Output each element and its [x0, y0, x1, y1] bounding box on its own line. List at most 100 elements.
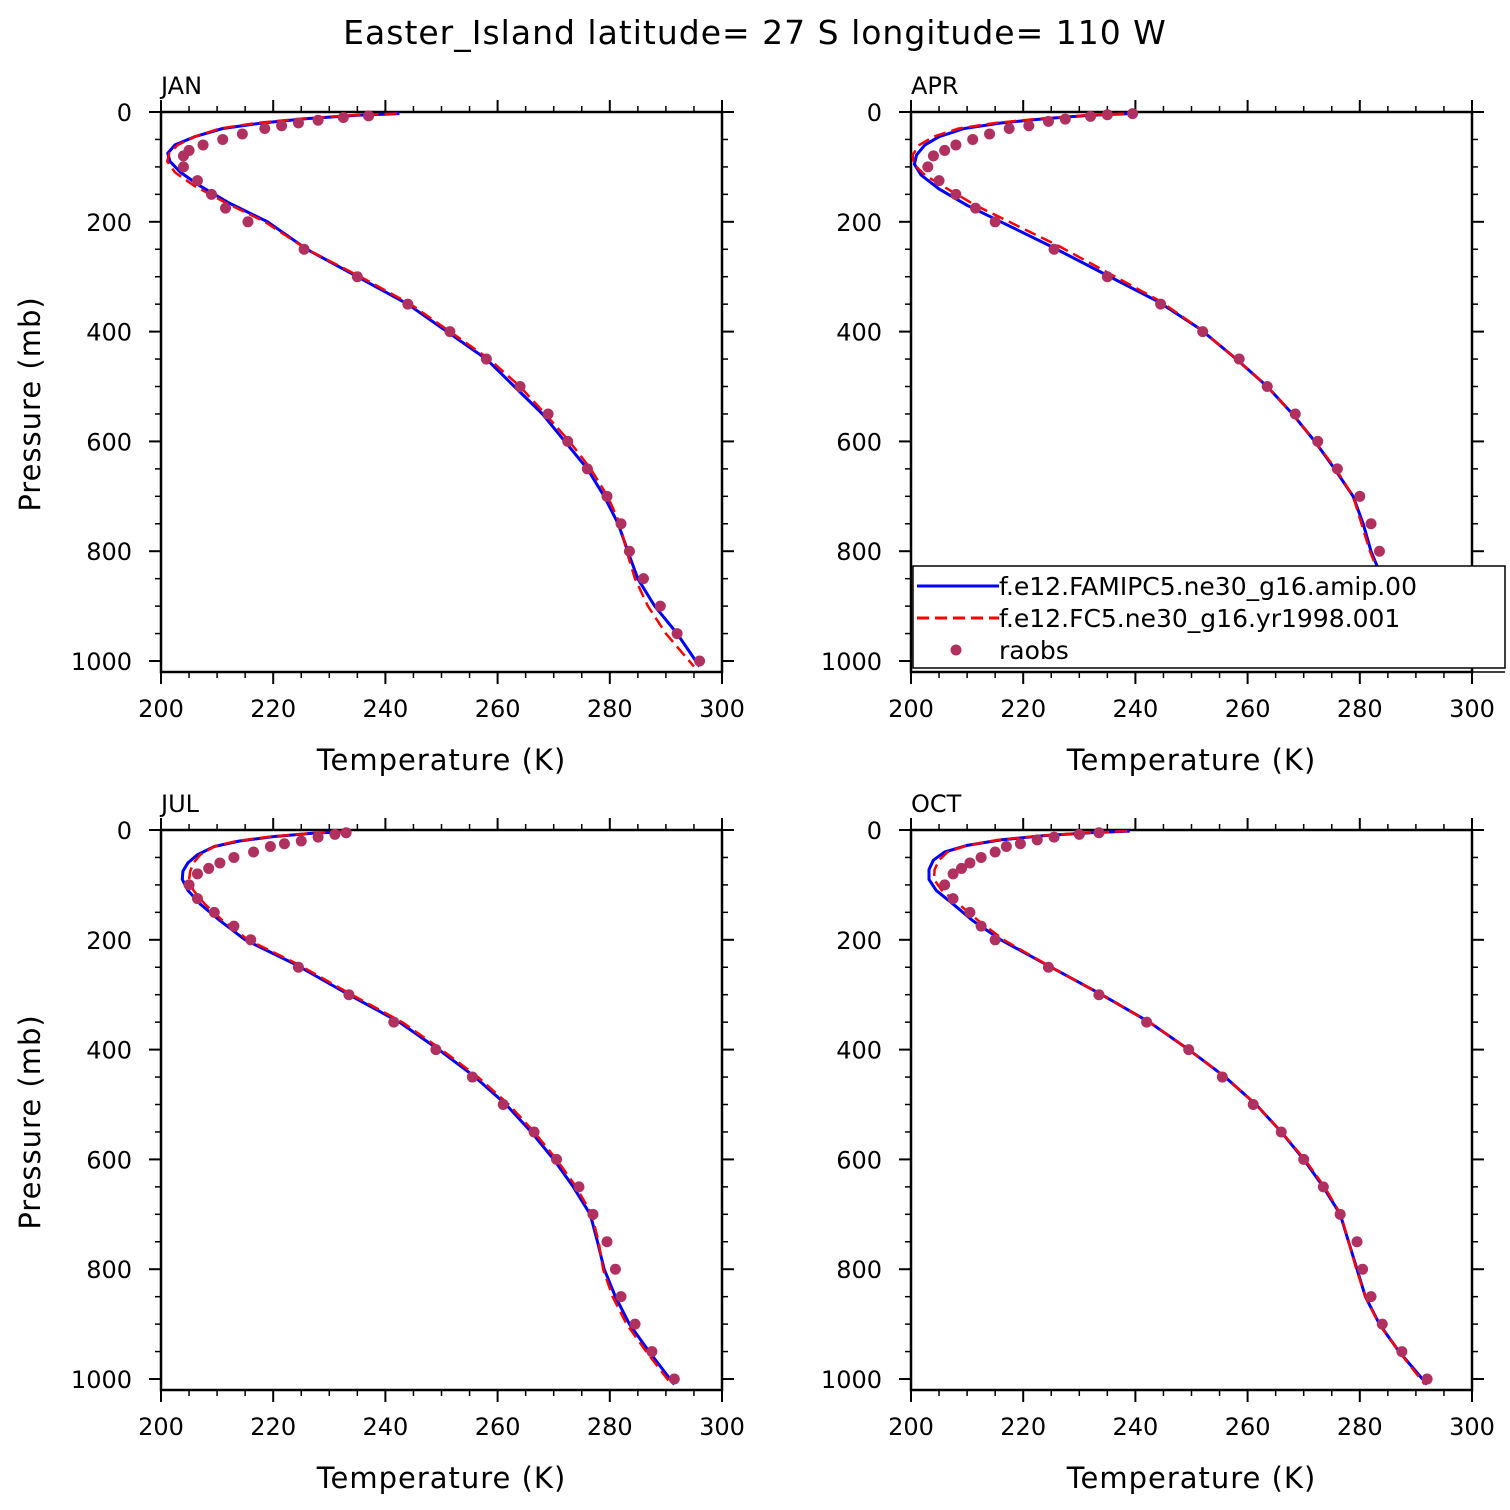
y-tick-label: 800	[86, 538, 132, 566]
raobs-point	[1127, 108, 1139, 120]
x-axis-title: Temperature (K)	[316, 1461, 567, 1495]
series-solid	[180, 830, 676, 1386]
raobs-point	[1298, 1153, 1310, 1165]
raobs-point	[1023, 120, 1035, 132]
raobs-point	[1365, 518, 1377, 530]
y-tick-label: 400	[836, 1037, 882, 1065]
raobs-point	[1216, 1071, 1228, 1083]
raobs-point	[1289, 408, 1301, 420]
raobs-point	[601, 490, 613, 502]
series-marker	[177, 110, 706, 667]
raobs-point	[292, 117, 304, 129]
raobs-point	[964, 906, 976, 918]
raobs-point	[177, 161, 189, 173]
y-tick-label: 800	[86, 1256, 132, 1284]
y-tick-label: 600	[86, 428, 132, 456]
raobs-point	[1048, 243, 1060, 255]
raobs-point	[214, 857, 226, 869]
raobs-point	[1031, 834, 1043, 846]
y-tick-label: 600	[86, 1146, 132, 1174]
plot-frame	[159, 110, 724, 674]
y-tick-label: 200	[836, 209, 882, 237]
raobs-point	[191, 868, 203, 880]
raobs-point	[217, 133, 229, 145]
legend-label: raobs	[999, 636, 1069, 665]
raobs-point	[1376, 1318, 1388, 1330]
panel-jan: JAN 200 220 240 260 280 300 0 200 400 600 800 1000 Te…	[13, 72, 745, 777]
x-tick-label: 240	[362, 695, 408, 723]
y-tick-label: 0	[867, 817, 882, 845]
panel-apr: APR 200 220 240 260 280 300 0 200 400 600 800 1000 Te…	[821, 72, 1495, 777]
x-tick-label: 260	[1225, 1413, 1271, 1441]
panel-label: OCT	[911, 790, 962, 818]
series-dashed	[932, 829, 1426, 1386]
raobs-point	[1000, 840, 1012, 852]
raobs-point	[601, 1236, 613, 1248]
raobs-point	[292, 961, 304, 973]
x-axis-title: Temperature (K)	[1066, 743, 1317, 777]
x-tick-label: 280	[587, 695, 633, 723]
model-line-fc5	[932, 829, 1426, 1386]
legend-marker	[950, 644, 962, 656]
x-tick-label: 200	[138, 695, 184, 723]
raobs-point	[615, 1291, 627, 1303]
y-tick-label: 400	[836, 319, 882, 347]
y-tick-label: 400	[86, 319, 132, 347]
raobs-point	[1183, 1044, 1195, 1056]
raobs-point	[1155, 298, 1167, 310]
model-line-famip	[927, 829, 1429, 1386]
y-tick-label: 200	[86, 927, 132, 955]
raobs-point	[1331, 463, 1343, 475]
raobs-point	[228, 920, 240, 932]
series-dashed	[187, 830, 673, 1386]
panel-jul: JUL 200 220 240 260 280 300 0 200 400 600 800 1000 Te…	[13, 790, 745, 1495]
raobs-point	[1101, 271, 1113, 283]
raobs-point	[276, 120, 288, 132]
raobs-point	[581, 463, 593, 475]
raobs-point	[1042, 961, 1054, 973]
raobs-point	[1317, 1181, 1329, 1193]
raobs-point	[248, 846, 260, 858]
raobs-point	[205, 188, 217, 200]
y-tick-label: 200	[86, 209, 132, 237]
model-line-fc5	[187, 830, 673, 1386]
x-tick-label: 280	[587, 1413, 633, 1441]
raobs-point	[989, 216, 1001, 228]
y-tick-label: 600	[836, 428, 882, 456]
raobs-point	[340, 827, 352, 839]
raobs-point	[312, 831, 324, 843]
raobs-point	[1275, 1126, 1287, 1138]
y-tick-label: 1000	[71, 648, 132, 676]
raobs-point	[1093, 827, 1105, 839]
legend: f.e12.FAMIPC5.ne30_g16.amip.00 f.e12.FC5.…	[912, 565, 1506, 673]
raobs-point	[587, 1208, 599, 1220]
raobs-point	[203, 862, 215, 874]
raobs-point	[939, 144, 951, 156]
raobs-point	[343, 989, 355, 1001]
y-tick-label: 200	[836, 927, 882, 955]
y-axis-title: Pressure (mb)	[13, 296, 47, 511]
raobs-point	[933, 175, 945, 187]
raobs-point	[939, 879, 951, 891]
raobs-point	[1261, 381, 1273, 393]
x-axis-title: Temperature (K)	[1066, 1461, 1317, 1495]
raobs-point	[1059, 113, 1071, 125]
raobs-point	[1351, 1236, 1363, 1248]
raobs-point	[1312, 435, 1324, 447]
y-tick-label: 1000	[821, 648, 882, 676]
raobs-point	[1042, 115, 1054, 127]
x-tick-label: 240	[362, 1413, 408, 1441]
panels: JAN 200 220 240 260 280 300 0 200 400 600 800 1000 Te…	[13, 72, 1495, 1495]
raobs-point	[444, 326, 456, 338]
raobs-point	[615, 518, 627, 530]
x-tick-label: 280	[1337, 1413, 1383, 1441]
x-tick-label: 220	[1000, 695, 1046, 723]
raobs-point	[1334, 1208, 1346, 1220]
raobs-point	[1421, 1373, 1433, 1385]
panel-label: APR	[911, 72, 959, 100]
series-marker	[939, 827, 1433, 1385]
x-tick-label: 260	[1225, 695, 1271, 723]
series-marker	[183, 827, 680, 1385]
series-solid	[927, 829, 1429, 1386]
